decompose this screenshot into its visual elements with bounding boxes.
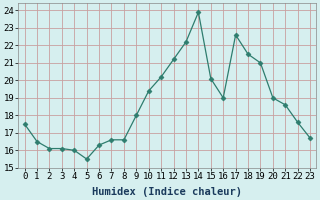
X-axis label: Humidex (Indice chaleur): Humidex (Indice chaleur) (92, 186, 242, 197)
